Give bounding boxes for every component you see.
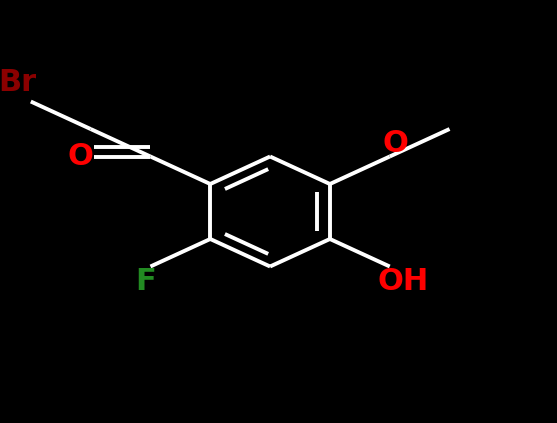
Text: O: O [382, 129, 408, 158]
Text: Br: Br [0, 68, 37, 97]
Text: F: F [135, 267, 155, 296]
Text: O: O [67, 142, 94, 171]
Text: OH: OH [378, 267, 429, 296]
